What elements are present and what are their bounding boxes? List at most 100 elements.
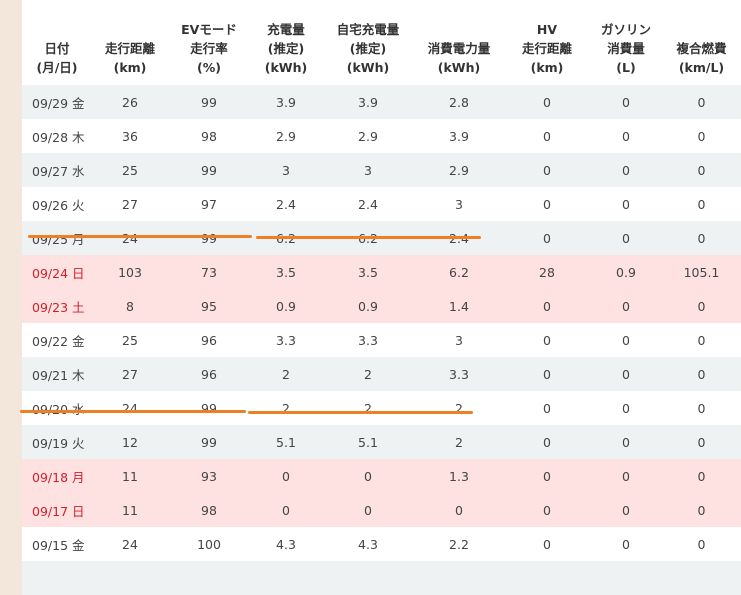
value-cell: 0 [504,527,590,561]
column-header-line: 走行率 [190,41,228,56]
value-cell: 0 [504,425,590,459]
value-cell: 3.5 [250,255,322,289]
value-cell: 0 [504,493,590,527]
value-cell: 0 [322,493,414,527]
value-cell: 0 [662,85,741,119]
value-cell: 3.3 [250,323,322,357]
column-header-line: (kWh) [437,60,481,75]
table-row: 09/24 日 103 73 3.5 3.5 6.2 28 0.9 105.1 [22,255,741,289]
value-cell: 0 [250,493,322,527]
value-cell: 27 [92,187,168,221]
value-cell: 0 [662,289,741,323]
value-cell: 0 [662,459,741,493]
value-cell: 1.3 [414,459,504,493]
value-cell: 2 [250,357,322,391]
value-cell: 0 [662,493,741,527]
value-cell: 96 [168,357,250,391]
value-cell: 0 [590,459,662,493]
value-cell: 0 [662,391,741,425]
value-cell: 0 [504,357,590,391]
value-cell: 26 [92,85,168,119]
table-row: 09/19 火 12 99 5.1 5.1 2 0 0 0 [22,425,741,459]
value-cell: 3 [322,153,414,187]
value-cell: 0 [590,85,662,119]
value-cell: 0 [590,391,662,425]
table-row: 09/23 土 8 95 0.9 0.9 1.4 0 0 0 [22,289,741,323]
value-cell: 2 [322,391,414,425]
table-row: 09/17 日 11 98 0 0 0 0 0 0 [22,493,741,527]
column-header-line: 走行距離 [104,41,155,56]
value-cell: 93 [168,459,250,493]
date-cell: 09/21 木 [22,357,92,391]
value-cell: 28 [504,255,590,289]
value-cell: 99 [168,425,250,459]
date-cell: 09/18 月 [22,459,92,493]
column-header-line: 走行距離 [521,41,572,56]
column-header-line: (km/L) [678,60,725,75]
value-cell: 0 [504,391,590,425]
date-cell: 09/28 木 [22,119,92,153]
value-cell: 95 [168,289,250,323]
value-cell: 3 [250,153,322,187]
value-cell: 0 [504,119,590,153]
value-cell: 0 [590,221,662,255]
table-row: 09/20 水 24 99 2 2 2 0 0 0 [22,391,741,425]
value-cell: 0 [590,425,662,459]
value-cell: 0 [414,493,504,527]
column-header: 日付 (月/日) [22,0,92,85]
table-row: 09/26 火 27 97 2.4 2.4 3 0 0 0 [22,187,741,221]
value-cell: 24 [92,221,168,255]
annotation-underline [248,411,473,414]
value-cell: 11 [92,493,168,527]
date-cell: 09/25 月 [22,221,92,255]
value-cell: 0 [590,119,662,153]
column-header-line: (月/日) [36,60,78,75]
column-header-line: (kWh) [264,60,308,75]
value-cell: 2.8 [414,85,504,119]
value-cell: 4.3 [250,527,322,561]
table-row: 09/15 金 24 100 4.3 4.3 2.2 0 0 0 [22,527,741,561]
column-header-line: 自宅充電量 [336,22,400,37]
value-cell: 99 [168,391,250,425]
value-cell: 0 [504,187,590,221]
value-cell: 2.2 [414,527,504,561]
value-cell: 3 [414,323,504,357]
value-cell: 12 [92,425,168,459]
date-cell: 09/27 水 [22,153,92,187]
value-cell: 3.3 [322,323,414,357]
date-cell: 09/23 土 [22,289,92,323]
value-cell: 2 [250,391,322,425]
value-cell: 3.9 [250,85,322,119]
value-cell: 0 [662,221,741,255]
value-cell: 3.9 [322,85,414,119]
table-row: 09/18 月 11 93 0 0 1.3 0 0 0 [22,459,741,493]
column-header: ガソリン 消費量 (L) [590,0,662,85]
column-header-line: ガソリン [600,22,651,37]
value-cell: 8 [92,289,168,323]
value-cell: 0 [662,187,741,221]
value-cell: 27 [92,357,168,391]
value-cell: 0 [590,357,662,391]
value-cell: 2.4 [322,187,414,221]
column-header-line: 充電量 [267,22,305,37]
value-cell: 98 [168,493,250,527]
date-cell: 09/19 火 [22,425,92,459]
value-cell: 25 [92,323,168,357]
value-cell: 0 [504,289,590,323]
value-cell: 96 [168,323,250,357]
value-cell: 0 [590,187,662,221]
column-header: 複合燃費 (km/L) [662,0,741,85]
value-cell: 99 [168,221,250,255]
value-cell: 2.9 [322,119,414,153]
column-header-line: 消費量 [607,41,645,56]
value-cell: 0 [504,153,590,187]
column-header-line: (推定) [267,41,305,56]
value-cell: 0 [504,323,590,357]
value-cell: 0 [662,527,741,561]
value-cell: 3.3 [414,357,504,391]
value-cell: 3.5 [322,255,414,289]
column-header: 走行距離 (km) [92,0,168,85]
value-cell: 0 [590,153,662,187]
table-header: 日付 (月/日) 走行距離 (km) EVモード 走行率 (%) 充電量 (推定) (kWh) 自宅… [22,0,741,85]
